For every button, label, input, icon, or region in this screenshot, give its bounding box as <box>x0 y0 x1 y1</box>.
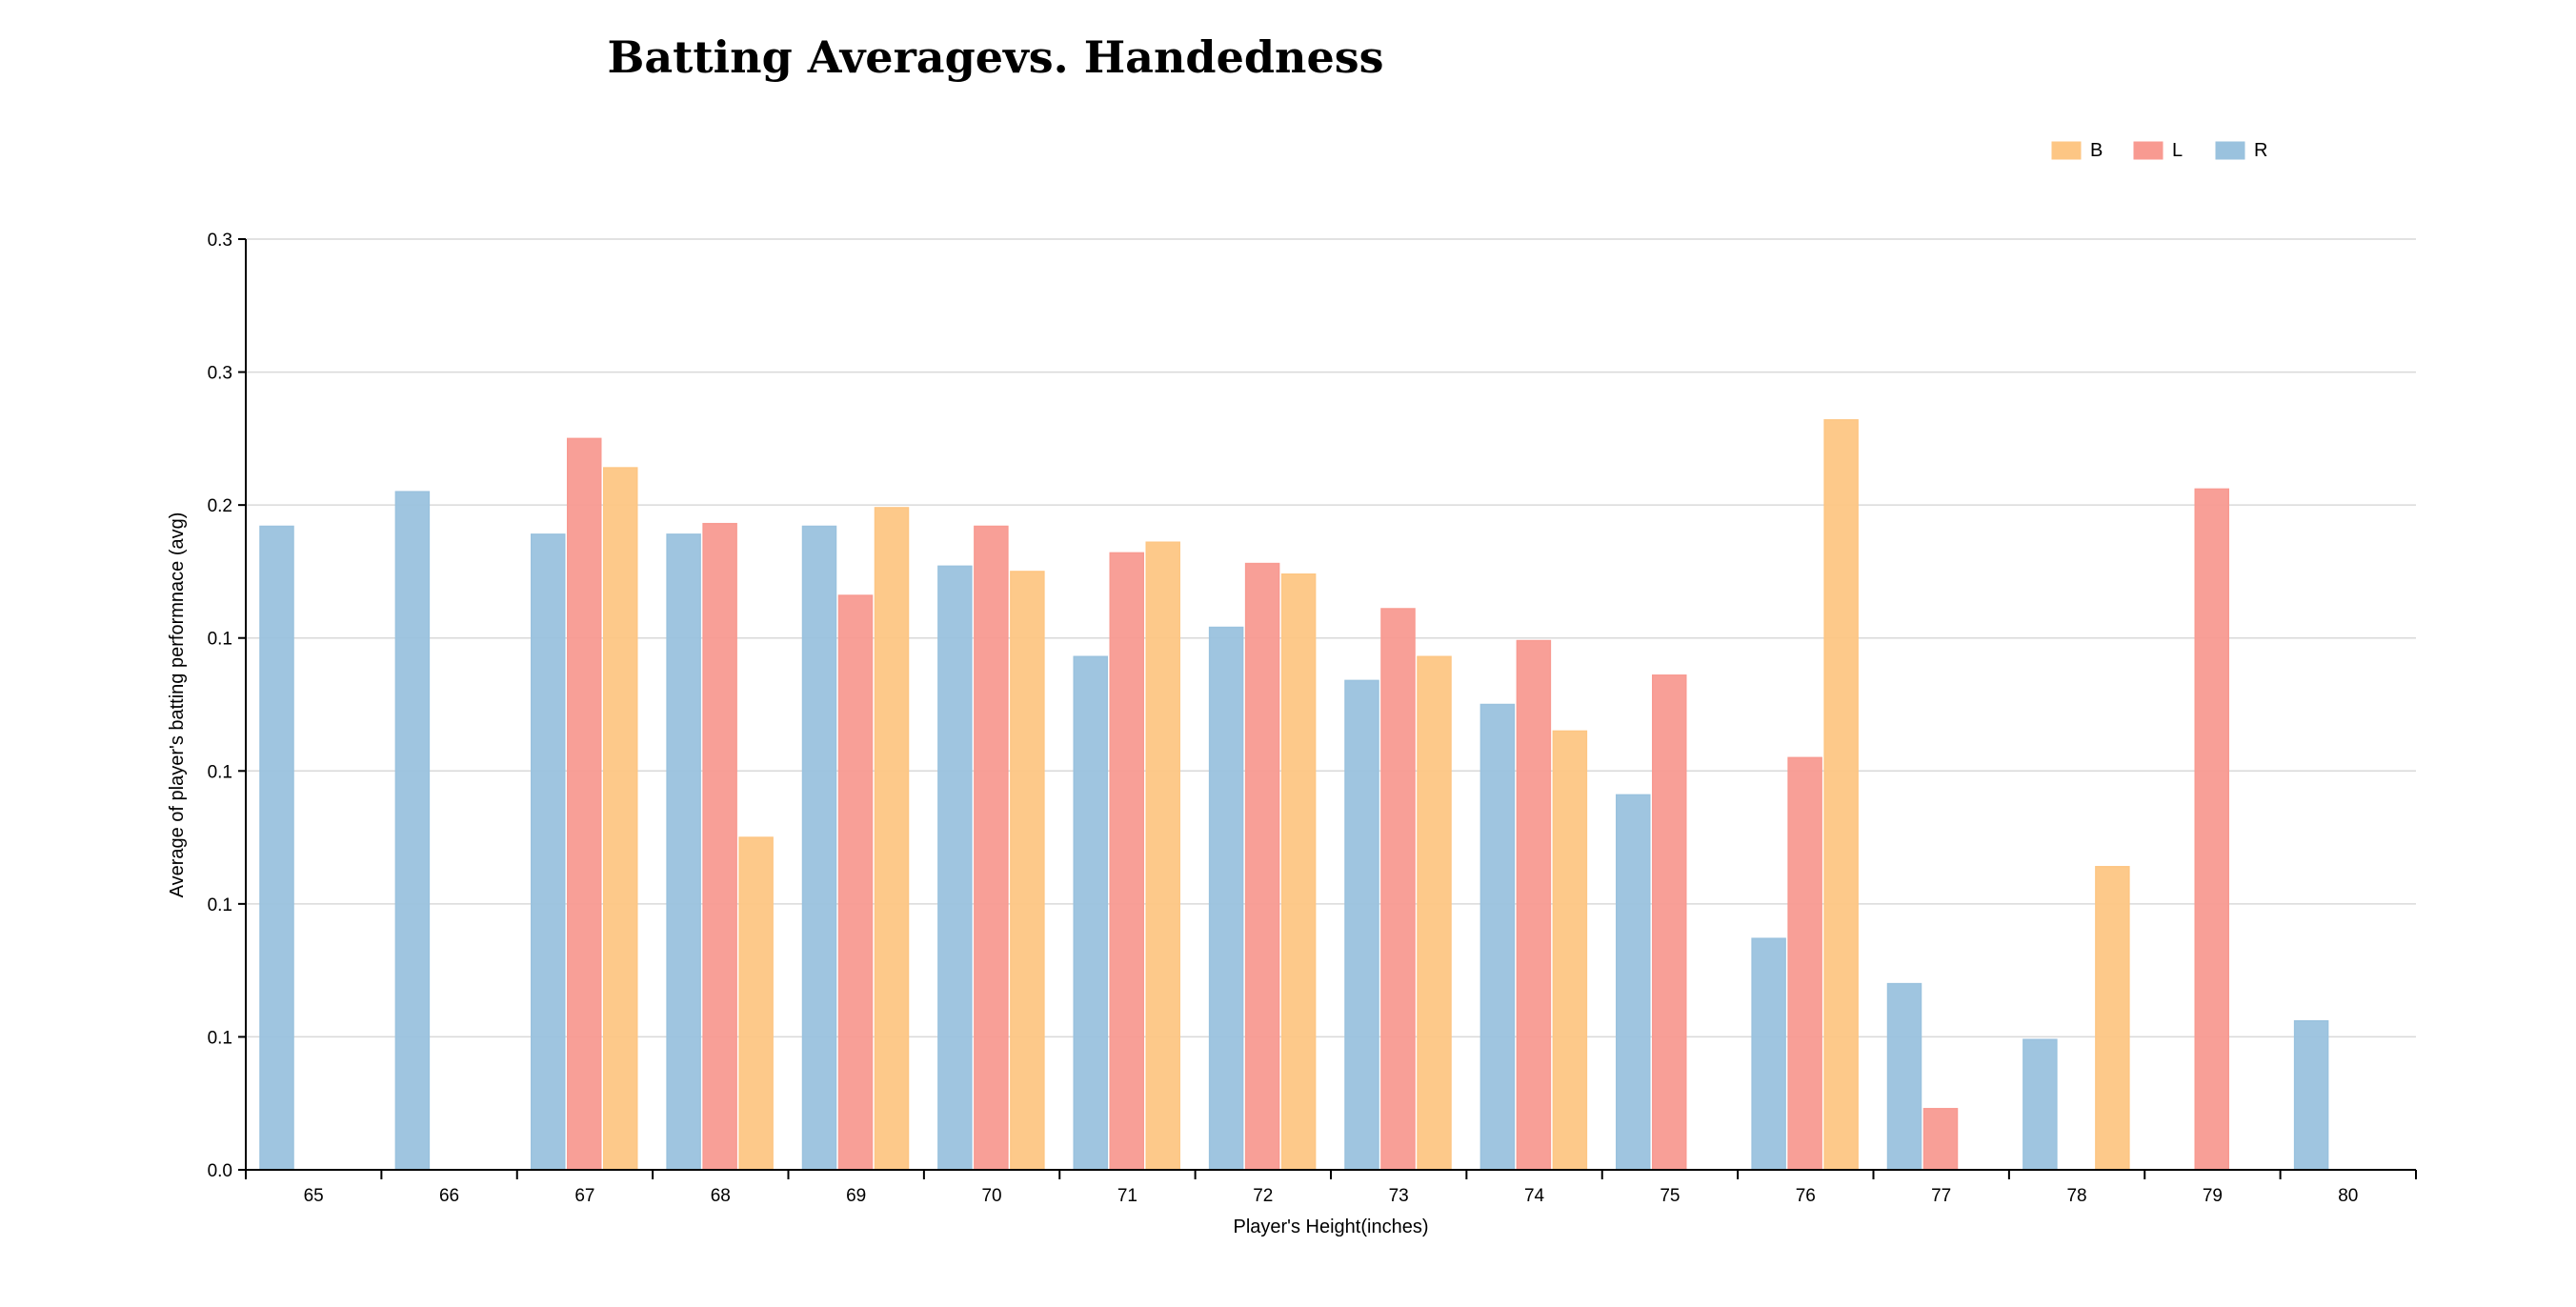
x-tick-label: 77 <box>1931 1186 1951 1206</box>
bar-R-67 <box>531 533 566 1171</box>
bar-B-73 <box>1417 655 1452 1171</box>
x-tick-label: 72 <box>1253 1186 1273 1206</box>
x-tick-label: 75 <box>1660 1186 1680 1206</box>
bar-L-75 <box>1652 674 1687 1171</box>
bar-B-74 <box>1552 730 1588 1171</box>
bar-R-68 <box>666 533 701 1171</box>
legend-label-L: L <box>2172 140 2183 161</box>
y-tick-label: 0.1 <box>208 762 232 782</box>
x-tick-label: 68 <box>711 1186 731 1206</box>
bar-R-70 <box>937 565 973 1171</box>
ticks: 0.0 0.1 0.1 0.1 0.1 0.2 0.3 0.3 65 66 67 68 69 70 71 72… <box>208 231 2417 1206</box>
bars <box>259 419 2329 1171</box>
y-tick-label: 0.3 <box>208 231 232 251</box>
bar-R-80 <box>2293 1019 2329 1171</box>
bar-R-77 <box>1886 982 1922 1171</box>
x-tick-label: 69 <box>846 1186 866 1206</box>
y-tick-label: 0.2 <box>208 496 232 516</box>
bar-R-76 <box>1751 937 1786 1171</box>
bar-R-75 <box>1616 794 1651 1171</box>
bar-B-71 <box>1145 541 1180 1171</box>
x-tick-label: 65 <box>304 1186 324 1206</box>
x-tick-label: 70 <box>981 1186 1001 1206</box>
bar-R-78 <box>2023 1038 2058 1171</box>
bar-R-69 <box>801 525 837 1171</box>
bar-R-65 <box>259 525 294 1171</box>
bar-B-78 <box>2095 866 2130 1171</box>
legend-label-B: B <box>2090 140 2103 161</box>
bar-L-71 <box>1109 552 1144 1171</box>
x-tick-label: 67 <box>574 1186 594 1206</box>
bar-L-68 <box>702 522 737 1171</box>
legend-label-R: R <box>2254 140 2267 161</box>
x-tick-label: 71 <box>1117 1186 1137 1206</box>
bar-B-76 <box>1823 419 1859 1171</box>
bar-L-67 <box>567 437 602 1171</box>
bar-L-70 <box>974 525 1009 1171</box>
y-tick-label: 0.0 <box>208 1161 232 1181</box>
x-tick-label: 79 <box>2203 1186 2223 1206</box>
bar-B-72 <box>1280 573 1317 1171</box>
legend-swatch-L <box>2133 141 2163 160</box>
bar-L-79 <box>2194 488 2229 1171</box>
legend-swatch-B <box>2051 141 2082 160</box>
bar-B-69 <box>874 507 910 1171</box>
bar-L-73 <box>1380 608 1416 1171</box>
bar-L-69 <box>837 594 874 1171</box>
x-tick-label: 66 <box>439 1186 459 1206</box>
y-tick-label: 0.1 <box>208 895 232 915</box>
x-tick-label: 76 <box>1796 1186 1816 1206</box>
x-tick-label: 78 <box>2066 1186 2086 1206</box>
bar-L-74 <box>1516 639 1552 1171</box>
bar-R-71 <box>1073 655 1108 1171</box>
bar-B-70 <box>1010 571 1045 1171</box>
bar-R-66 <box>394 491 431 1171</box>
x-tick-label: 80 <box>2338 1186 2358 1206</box>
y-tick-label: 0.1 <box>208 630 232 650</box>
y-tick-label: 0.3 <box>208 364 232 384</box>
x-axis-label: Player's Height(inches) <box>1233 1217 1428 1237</box>
x-tick-label: 74 <box>1524 1186 1545 1206</box>
bar-R-73 <box>1344 679 1379 1171</box>
bar-B-67 <box>603 467 638 1171</box>
bar-B-68 <box>738 836 774 1171</box>
y-tick-label: 0.1 <box>208 1028 232 1048</box>
legend-swatch-R <box>2215 141 2245 160</box>
bar-R-74 <box>1479 703 1516 1171</box>
chart-title: Batting Averagevs. Handedness <box>607 31 1383 83</box>
bar-L-76 <box>1787 756 1822 1171</box>
bar-L-77 <box>1922 1108 1959 1171</box>
y-axis-label: Average of player's batting performnace … <box>167 513 188 898</box>
x-tick-label: 73 <box>1389 1186 1409 1206</box>
bar-R-72 <box>1208 626 1244 1171</box>
bar-L-72 <box>1244 562 1280 1171</box>
